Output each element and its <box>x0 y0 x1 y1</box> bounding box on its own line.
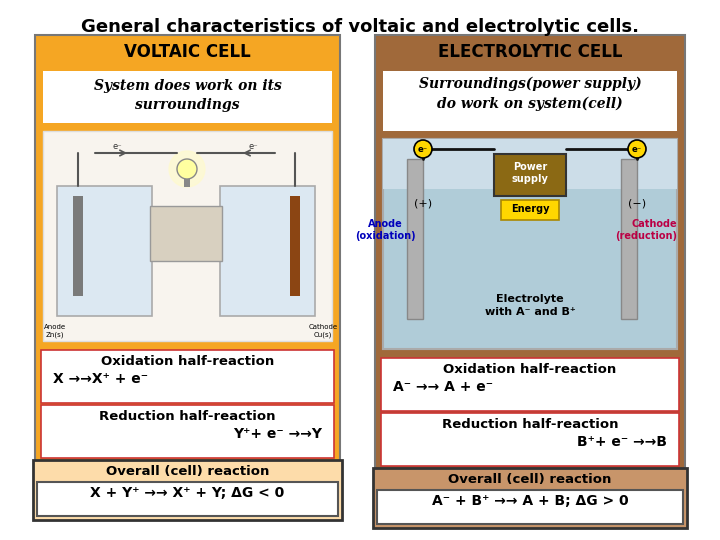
Text: X →→X⁺ + e⁻: X →→X⁺ + e⁻ <box>53 372 148 386</box>
Bar <box>37 482 338 516</box>
Text: Reduction half-reaction: Reduction half-reaction <box>442 418 618 431</box>
Text: Anode
Zn(s): Anode Zn(s) <box>44 324 66 338</box>
Bar <box>377 490 683 524</box>
Bar <box>621 159 637 319</box>
Bar <box>383 139 677 189</box>
Bar <box>73 196 83 296</box>
Bar <box>407 159 423 319</box>
Text: Reduction half-reaction: Reduction half-reaction <box>99 410 276 423</box>
Text: Overall (cell) reaction: Overall (cell) reaction <box>449 473 612 486</box>
Text: A⁻ →→ A + e⁻: A⁻ →→ A + e⁻ <box>393 380 493 394</box>
Text: Oxidation half-reaction: Oxidation half-reaction <box>444 363 616 376</box>
Bar <box>220 186 315 316</box>
Bar <box>381 358 679 411</box>
Bar <box>375 35 685 510</box>
Bar <box>383 71 677 131</box>
Text: e⁻: e⁻ <box>418 145 428 153</box>
Bar <box>381 413 679 466</box>
Text: Cathode
(reduction): Cathode (reduction) <box>615 219 677 241</box>
Text: Cathode
Cu(s): Cathode Cu(s) <box>308 324 338 338</box>
Text: Electrolyte
with A⁻ and B⁺: Electrolyte with A⁻ and B⁺ <box>485 294 575 317</box>
Bar <box>383 139 677 349</box>
Text: System does work on its
surroundings: System does work on its surroundings <box>94 79 282 112</box>
Circle shape <box>628 140 646 158</box>
Bar <box>57 186 152 316</box>
Bar <box>373 468 687 528</box>
Bar <box>494 154 566 196</box>
Text: Oxidation half-reaction: Oxidation half-reaction <box>101 355 274 368</box>
Bar <box>290 196 300 296</box>
Text: General characteristics of voltaic and electrolytic cells.: General characteristics of voltaic and e… <box>81 18 639 36</box>
Bar <box>43 131 332 341</box>
Bar <box>43 71 332 123</box>
Bar <box>383 139 677 349</box>
Text: e⁻: e⁻ <box>248 142 258 151</box>
Text: (−): (−) <box>628 199 646 209</box>
Text: VOLTAIC CELL: VOLTAIC CELL <box>124 43 251 61</box>
Text: Energy: Energy <box>510 204 549 214</box>
Bar <box>35 35 340 510</box>
Text: e⁻: e⁻ <box>112 142 122 151</box>
Circle shape <box>169 151 205 187</box>
Circle shape <box>414 140 432 158</box>
Text: Power
supply: Power supply <box>512 162 549 184</box>
Text: X + Y⁺ →→ X⁺ + Y; ΔG < 0: X + Y⁺ →→ X⁺ + Y; ΔG < 0 <box>91 486 284 500</box>
Text: A⁻ + B⁺ →→ A + B; ΔG > 0: A⁻ + B⁺ →→ A + B; ΔG > 0 <box>432 494 629 508</box>
Text: (+): (+) <box>414 199 432 209</box>
Text: Anode
(oxidation): Anode (oxidation) <box>355 219 415 241</box>
Bar <box>184 179 190 187</box>
Bar <box>33 460 342 520</box>
Text: B⁺+ e⁻ →→B: B⁺+ e⁻ →→B <box>577 435 667 449</box>
Bar <box>41 405 334 458</box>
Bar <box>41 350 334 403</box>
Bar <box>150 206 222 261</box>
Text: Surroundings(power supply)
do work on system(cell): Surroundings(power supply) do work on sy… <box>418 77 642 111</box>
Text: e⁻: e⁻ <box>632 145 642 153</box>
Circle shape <box>177 159 197 179</box>
Text: Overall (cell) reaction: Overall (cell) reaction <box>106 465 269 478</box>
Bar <box>501 200 559 220</box>
Text: ELECTROLYTIC CELL: ELECTROLYTIC CELL <box>438 43 622 61</box>
Text: Y⁺+ e⁻ →→Y: Y⁺+ e⁻ →→Y <box>233 427 322 441</box>
